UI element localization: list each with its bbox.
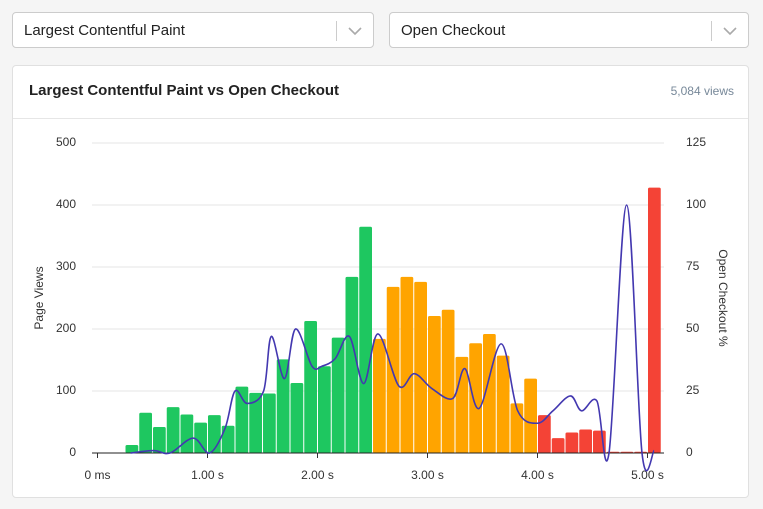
y-tick-label: 400 xyxy=(56,197,76,211)
bar xyxy=(125,444,139,453)
y2-tick-label: 125 xyxy=(686,135,706,149)
bar xyxy=(139,412,152,453)
bar xyxy=(153,426,166,453)
bar xyxy=(263,393,276,453)
bar xyxy=(428,315,441,453)
y2-tick-label: 25 xyxy=(686,383,700,397)
bar xyxy=(318,366,331,453)
bar xyxy=(469,343,482,453)
chevron xyxy=(723,27,737,36)
x-tick-label: 4.00 s xyxy=(521,468,554,482)
y2-tick-label: 50 xyxy=(686,321,700,335)
bar xyxy=(648,187,661,453)
bar xyxy=(208,415,221,453)
y-tick-label: 100 xyxy=(56,383,76,397)
bar xyxy=(345,276,359,453)
y-axis-label: Page Views xyxy=(32,266,46,329)
chevron xyxy=(348,27,362,36)
select-value: Largest Contentful Paint xyxy=(24,22,185,39)
conversion-line xyxy=(130,204,655,472)
bar xyxy=(579,429,592,453)
bar xyxy=(414,281,427,453)
y2-tick-label: 100 xyxy=(686,197,706,211)
bar xyxy=(166,407,180,453)
metric-select[interactable]: Largest Contentful Paint xyxy=(12,12,374,48)
bar xyxy=(290,382,304,453)
bar xyxy=(249,392,262,453)
separator xyxy=(711,21,712,41)
card-header: Largest Contentful Paint vs Open Checkou… xyxy=(13,66,748,119)
bar xyxy=(496,355,510,453)
views-count: 5,084 views xyxy=(670,84,734,98)
select-value: Open Checkout xyxy=(401,22,506,39)
y2-tick-label: 75 xyxy=(686,259,700,273)
bar xyxy=(565,432,579,453)
bar xyxy=(180,414,194,453)
bar xyxy=(276,359,290,453)
y-tick-label: 0 xyxy=(69,445,76,459)
bar xyxy=(304,320,317,453)
bar xyxy=(194,422,207,453)
bar xyxy=(386,286,400,453)
card-title: Largest Contentful Paint vs Open Checkou… xyxy=(29,82,340,99)
y-tick-label: 300 xyxy=(56,259,76,273)
bar xyxy=(373,338,386,453)
y-tick-label: 500 xyxy=(56,135,76,149)
separator xyxy=(336,21,337,41)
x-tick-label: 1.00 s xyxy=(191,468,224,482)
bar xyxy=(331,337,345,453)
y-tick-label: 200 xyxy=(56,321,76,335)
bar xyxy=(221,425,235,453)
bar xyxy=(400,276,414,453)
conversion-select[interactable]: Open Checkout xyxy=(389,12,749,48)
x-tick-label: 3.00 s xyxy=(411,468,444,482)
x-tick-label: 2.00 s xyxy=(301,468,334,482)
x-tick-label: 0 ms xyxy=(84,468,110,482)
bar xyxy=(551,438,565,453)
bar xyxy=(524,378,537,453)
bar xyxy=(359,226,372,453)
y2-tick-label: 0 xyxy=(686,445,693,459)
bar xyxy=(441,309,455,453)
bar xyxy=(538,415,551,453)
x-tick-label: 5.00 s xyxy=(631,468,664,482)
y2-axis-label: Open Checkout % xyxy=(716,249,730,347)
